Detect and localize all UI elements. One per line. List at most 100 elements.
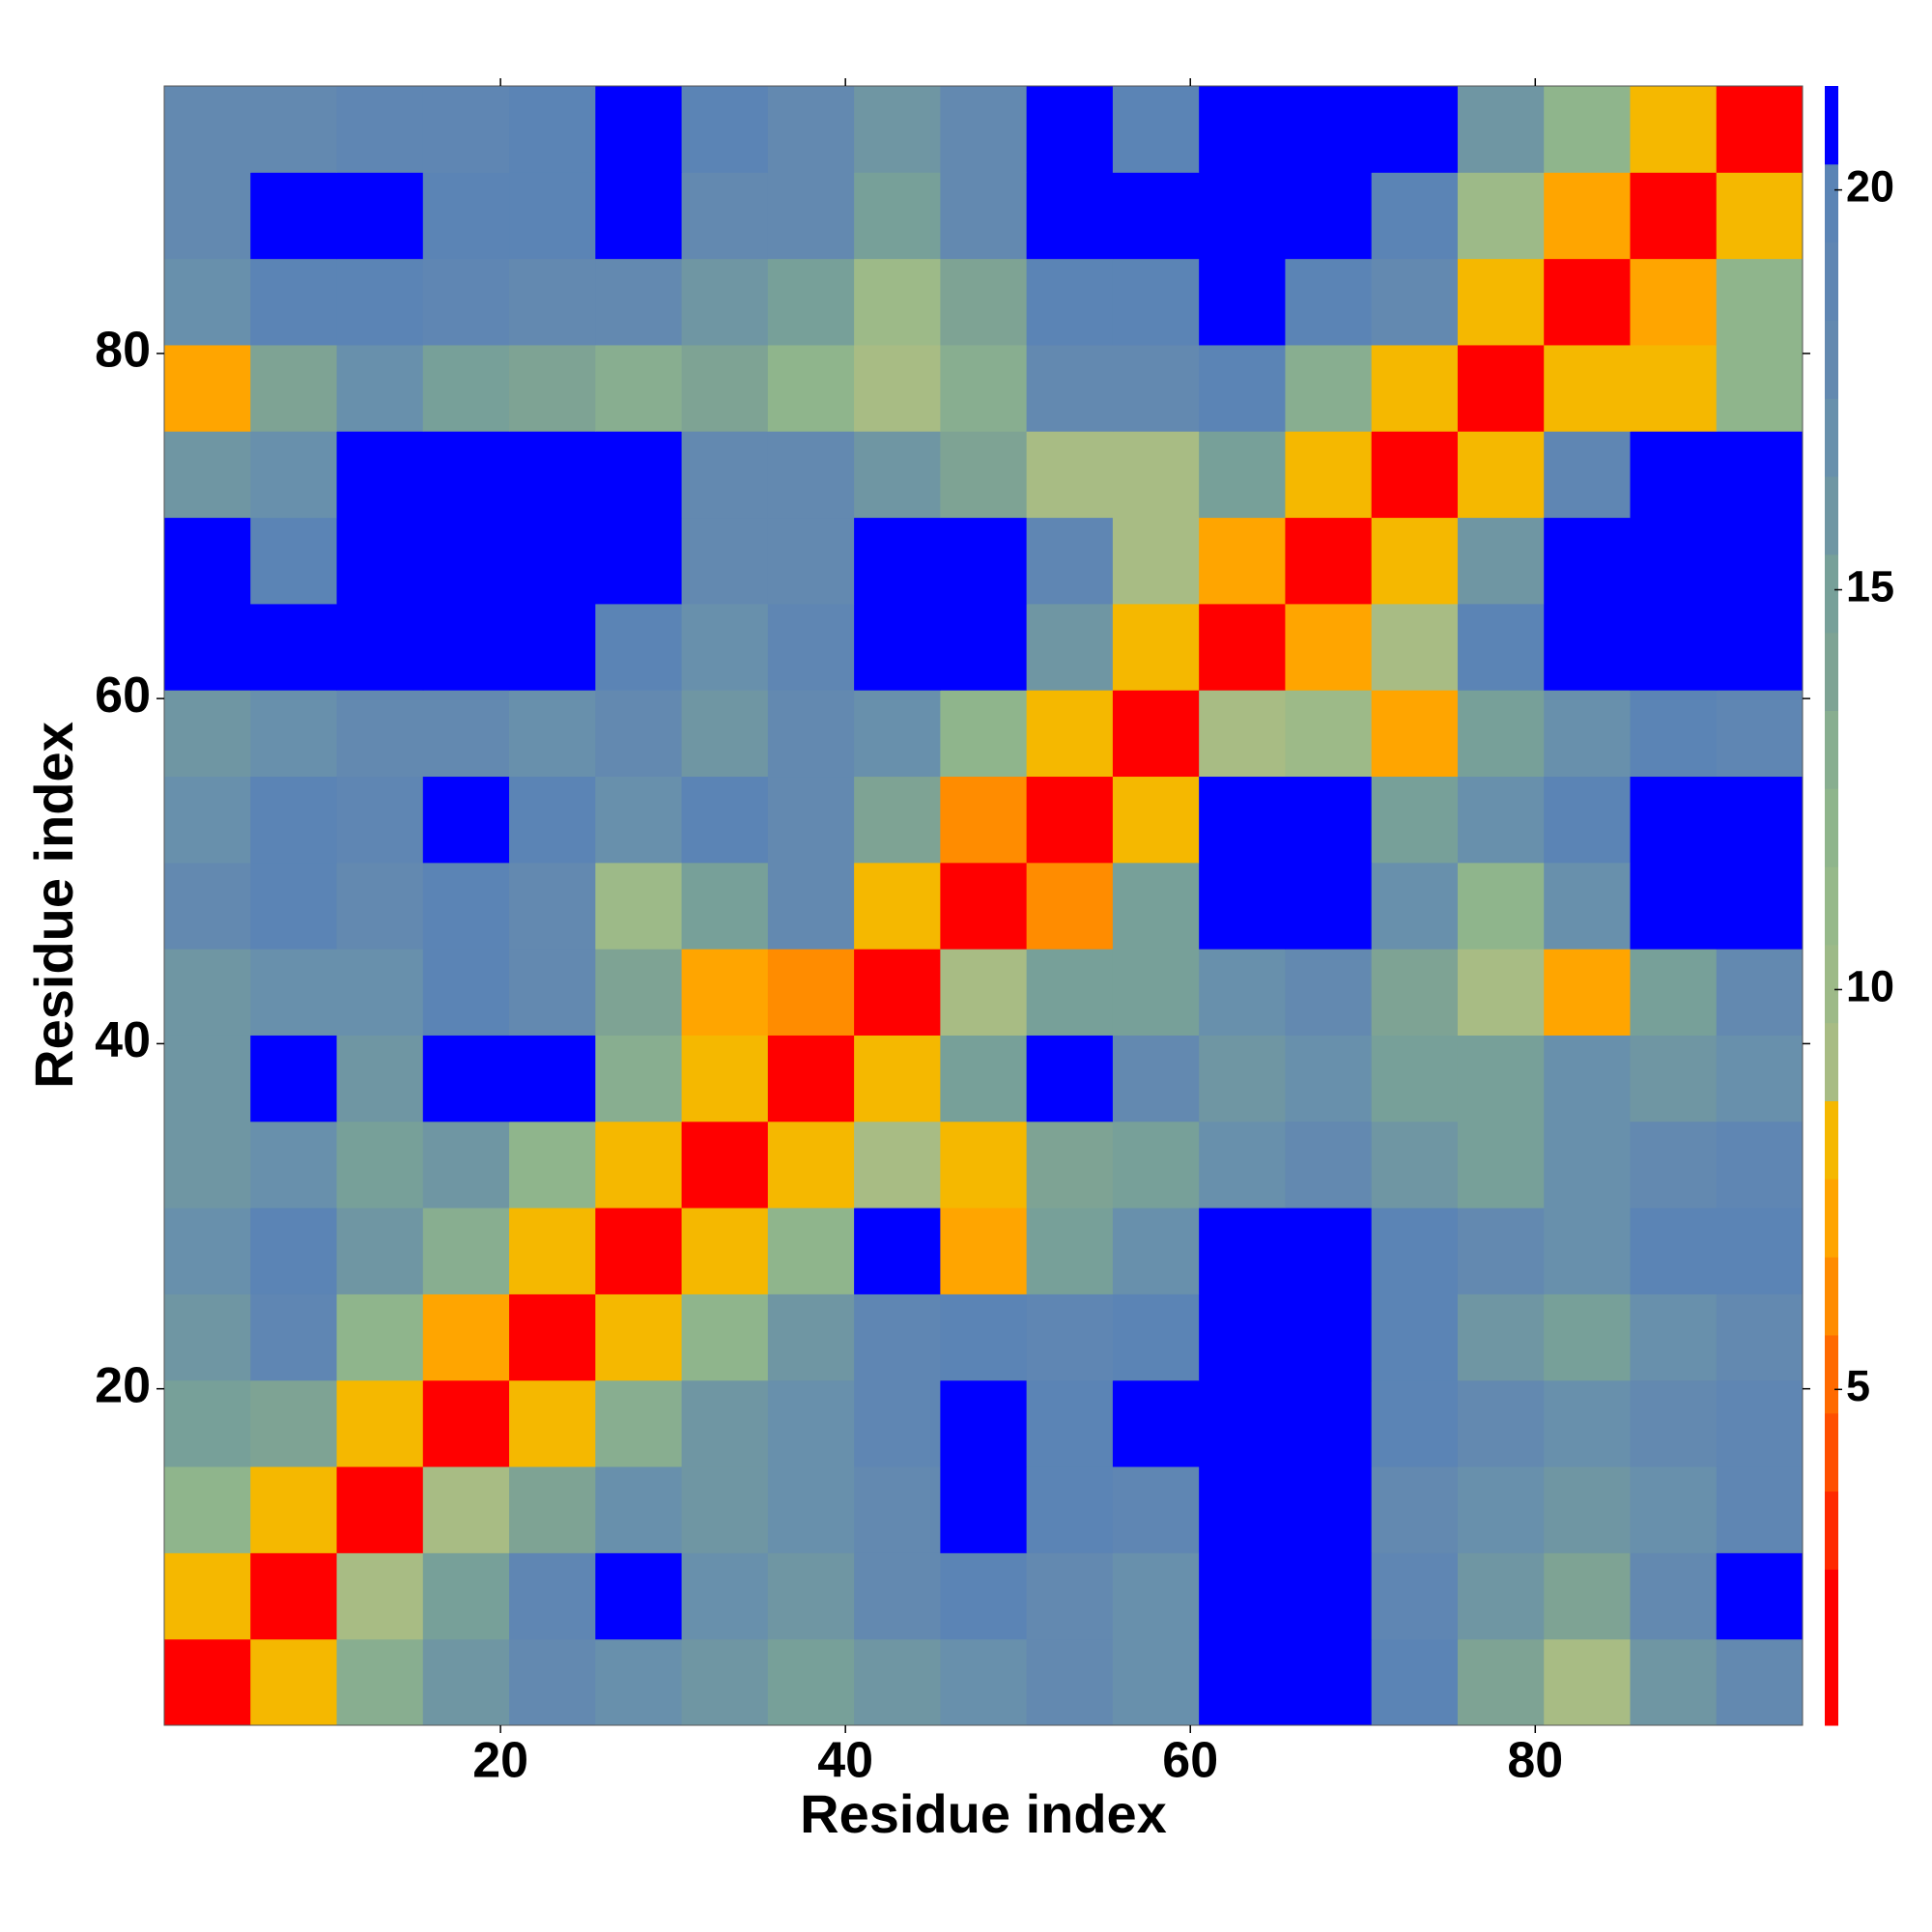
heatmap-cell bbox=[1026, 1466, 1114, 1553]
heatmap-cell bbox=[1285, 86, 1373, 173]
heatmap-cell bbox=[854, 1638, 941, 1726]
heatmap-cell bbox=[250, 1035, 338, 1122]
heatmap-cell bbox=[164, 1293, 251, 1381]
heatmap-cell bbox=[422, 1035, 510, 1122]
heatmap-cell bbox=[336, 344, 424, 432]
heatmap-cell bbox=[250, 1379, 338, 1467]
heatmap-cell bbox=[1199, 1466, 1286, 1553]
heatmap-cell bbox=[1112, 1466, 1200, 1553]
heatmap-cell bbox=[681, 1208, 769, 1294]
heatmap-cell bbox=[422, 258, 510, 346]
heatmap-cell bbox=[1199, 862, 1286, 950]
heatmap-cell bbox=[164, 431, 251, 519]
heatmap-cell bbox=[250, 431, 338, 519]
heatmap-cell bbox=[509, 949, 596, 1036]
heatmap-cell bbox=[767, 1121, 855, 1208]
heatmap-cell bbox=[940, 258, 1028, 346]
heatmap-cell bbox=[854, 862, 941, 950]
heatmap-cell bbox=[1716, 1208, 1804, 1294]
heatmap-cell bbox=[854, 344, 941, 432]
heatmap-cell bbox=[595, 1638, 683, 1726]
colorbar-segment bbox=[1825, 1569, 1838, 1648]
heatmap-cell bbox=[422, 172, 510, 260]
heatmap-cell bbox=[940, 690, 1028, 778]
colorbar-tick-label: 20 bbox=[1846, 162, 1894, 212]
heatmap-cell bbox=[595, 690, 683, 778]
heatmap-cell bbox=[1112, 1293, 1200, 1381]
heatmap-cell bbox=[250, 344, 338, 432]
colorbar-segment bbox=[1825, 163, 1838, 243]
colorbar-segment bbox=[1825, 944, 1838, 1024]
heatmap-cell bbox=[509, 431, 596, 519]
heatmap-cell bbox=[1026, 172, 1114, 260]
heatmap-cell bbox=[1457, 1552, 1545, 1640]
heatmap-cell bbox=[1457, 1466, 1545, 1553]
heatmap-cell bbox=[595, 776, 683, 864]
x-tick-label: 60 bbox=[1162, 1733, 1218, 1789]
heatmap-cell bbox=[1457, 949, 1545, 1036]
colorbar-segment bbox=[1825, 632, 1838, 711]
heatmap-cell bbox=[1112, 776, 1200, 864]
heatmap-cell bbox=[1026, 258, 1114, 346]
heatmap-cell bbox=[1630, 603, 1718, 691]
heatmap-cell bbox=[1716, 1035, 1804, 1122]
heatmap-cell bbox=[595, 862, 683, 950]
heatmap-cell bbox=[854, 1379, 941, 1467]
heatmap-cell bbox=[681, 1379, 769, 1467]
heatmap-cell bbox=[509, 1552, 596, 1640]
heatmap-cell bbox=[1544, 1208, 1631, 1294]
heatmap-cell bbox=[250, 258, 338, 346]
heatmap-cell bbox=[1285, 1552, 1373, 1640]
heatmap-cell bbox=[1630, 1035, 1718, 1122]
heatmap-cell bbox=[1371, 258, 1459, 346]
heatmap-cell bbox=[250, 1208, 338, 1294]
heatmap-cell bbox=[1716, 1638, 1804, 1726]
colorbar-segment bbox=[1825, 320, 1838, 399]
heatmap-cell bbox=[1285, 431, 1373, 519]
heatmap-cell bbox=[250, 1293, 338, 1381]
y-tick-label: 20 bbox=[95, 1357, 151, 1413]
heatmap-cell bbox=[1371, 776, 1459, 864]
heatmap-cell bbox=[1630, 258, 1718, 346]
heatmap-cell bbox=[1371, 1208, 1459, 1294]
heatmap-cell bbox=[1112, 862, 1200, 950]
y-tick-label: 40 bbox=[95, 1012, 151, 1068]
heatmap-cell bbox=[336, 258, 424, 346]
heatmap-cell bbox=[595, 1121, 683, 1208]
heatmap-cell bbox=[422, 1379, 510, 1467]
heatmap-cell bbox=[336, 603, 424, 691]
heatmap-cell bbox=[1112, 603, 1200, 691]
heatmap-cell bbox=[422, 1293, 510, 1381]
heatmap-cell bbox=[1457, 1208, 1545, 1294]
heatmap-cell bbox=[767, 1638, 855, 1726]
heatmap-cell bbox=[1630, 1466, 1718, 1553]
heatmap-cell bbox=[681, 344, 769, 432]
colorbar-tick-label: 5 bbox=[1846, 1361, 1870, 1410]
heatmap-cell bbox=[1026, 862, 1114, 950]
heatmap-cell bbox=[595, 603, 683, 691]
heatmap-cell bbox=[1285, 258, 1373, 346]
heatmap-cell bbox=[1026, 1552, 1114, 1640]
heatmap-cell bbox=[940, 603, 1028, 691]
heatmap-cell bbox=[854, 86, 941, 173]
heatmap-cell bbox=[1285, 1208, 1373, 1294]
y-tick-label: 60 bbox=[95, 668, 151, 724]
heatmap-cell bbox=[422, 86, 510, 173]
heatmap-cell bbox=[1112, 1208, 1200, 1294]
heatmap-cell bbox=[1199, 1552, 1286, 1640]
colorbar-segment bbox=[1825, 788, 1838, 867]
heatmap-cell bbox=[1199, 1379, 1286, 1467]
heatmap-cell bbox=[336, 862, 424, 950]
heatmap-cell bbox=[595, 1466, 683, 1553]
heatmap-cell bbox=[1630, 1638, 1718, 1726]
heatmap-cell bbox=[940, 949, 1028, 1036]
heatmap-cell bbox=[1112, 431, 1200, 519]
x-axis-label: Residue index bbox=[800, 1783, 1167, 1844]
heatmap-cell bbox=[1026, 1121, 1114, 1208]
heatmap-cell bbox=[250, 172, 338, 260]
heatmap-cell bbox=[1630, 86, 1718, 173]
heatmap-cell bbox=[1199, 517, 1286, 605]
heatmap-cell bbox=[1457, 1379, 1545, 1467]
heatmap-cell bbox=[595, 1035, 683, 1122]
heatmap-cell bbox=[509, 1638, 596, 1726]
